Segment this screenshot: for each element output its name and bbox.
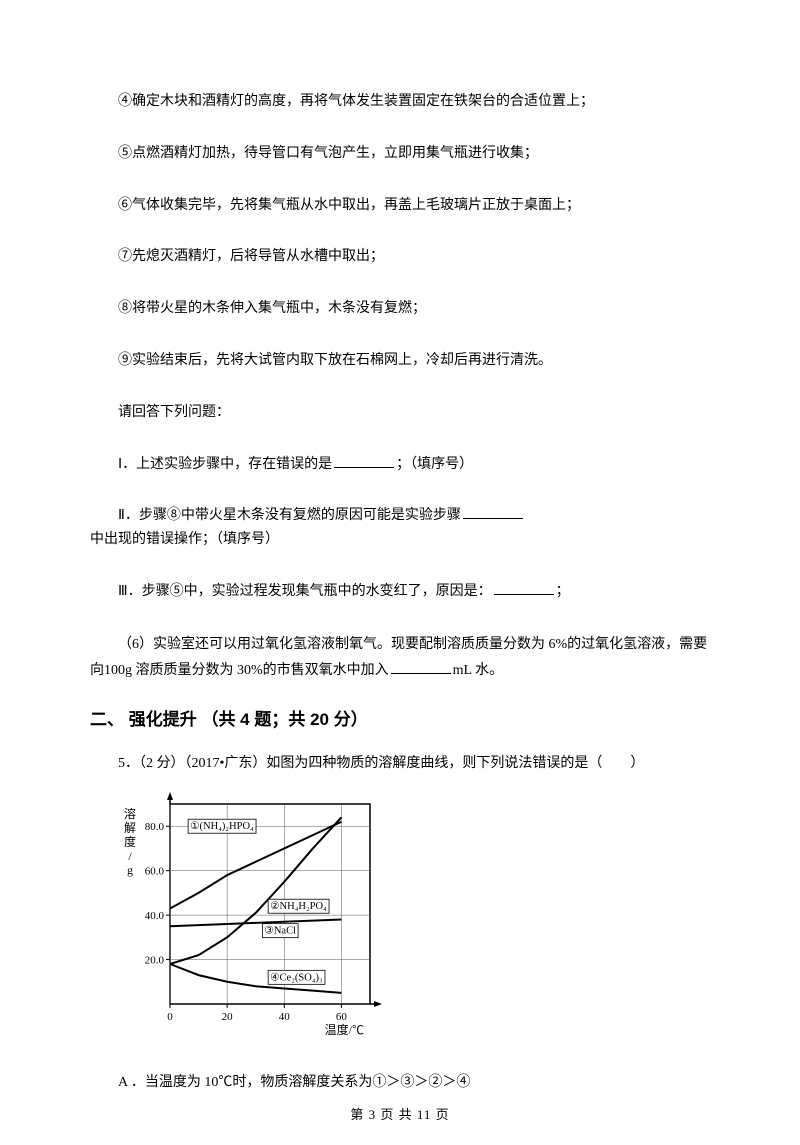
svg-text:g: g: [127, 863, 133, 877]
answer-below-prompt: 请回答下列问题：: [90, 401, 710, 425]
sub-question-1: Ⅰ．上述实验步骤中，存在错误的是 ；（填序号）: [90, 453, 710, 477]
step-5: ⑤点燃酒精灯加热，待导管口有气泡产生，立即用集气瓶进行收集；: [90, 142, 710, 166]
sub-q1-text-a: Ⅰ．上述实验步骤中，存在错误的是: [118, 457, 332, 472]
svg-text:解: 解: [124, 821, 136, 835]
svg-text:20.0: 20.0: [145, 954, 165, 966]
sub-q6-text-b: mL 水。: [453, 663, 503, 678]
sub-q2-text-b: 中出现的错误操作；（填序号）: [90, 532, 279, 547]
sub-q1-text-b: ；（填序号）: [396, 457, 473, 472]
step-7: ⑦先熄灭酒精灯，后将导管从水槽中取出；: [90, 245, 710, 269]
step-9: ⑨实验结束后，先将大试管内取下放在石棉网上，冷却后再进行清洗。: [90, 349, 710, 373]
svg-text:③NaCl: ③NaCl: [264, 924, 296, 936]
sub-question-6: （6）实验室还可以用过氧化氢溶液制氧气。现要配制溶质质量分数为 6%的过氧化氢溶…: [90, 632, 710, 685]
step-6: ⑥气体收集完毕，先将集气瓶从水中取出，再盖上毛玻璃片正放于桌面上；: [90, 194, 710, 218]
svg-text:60: 60: [336, 1011, 348, 1023]
svg-text:溶: 溶: [124, 806, 136, 821]
sub-q3-text-a: Ⅲ．步骤⑤中，实验过程发现集气瓶中的水变红了，原因是：: [118, 584, 492, 599]
blank-input[interactable]: [334, 454, 394, 468]
svg-text:80.0: 80.0: [145, 821, 165, 833]
svg-text:40.0: 40.0: [145, 910, 165, 922]
svg-text:/: /: [128, 849, 132, 863]
svg-text:①(NH₄)₂HPO₄: ①(NH₄)₂HPO₄: [190, 820, 254, 832]
step-4: ④确定木块和酒精灯的高度，再将气体发生装置固定在铁架台的合适位置上；: [90, 90, 710, 114]
svg-text:20: 20: [222, 1011, 234, 1023]
page: ④确定木块和酒精灯的高度，再将气体发生装置固定在铁架台的合适位置上； ⑤点燃酒精…: [0, 0, 800, 1145]
svg-text:②NH₄H₂PO₄: ②NH₄H₂PO₄: [270, 900, 327, 912]
chart-svg: 20.0 40.0 60.0 80.0 0 20 40 60 ①(NH₄)₂HPO₄ ②NH₄H₂…: [118, 790, 388, 1040]
svg-text:度: 度: [124, 834, 136, 849]
svg-text:0: 0: [167, 1011, 173, 1023]
solubility-chart: 20.0 40.0 60.0 80.0 0 20 40 60 ①(NH₄)₂HPO₄ ②NH₄H₂…: [118, 790, 710, 1045]
option-a: A ．当温度为 10℃时，物质溶解度关系为①＞③＞②＞④: [90, 1071, 710, 1095]
sub-q3-text-b: ；: [556, 584, 570, 599]
step-8: ⑧将带火星的木条伸入集气瓶中，木条没有复燃；: [90, 297, 710, 321]
blank-input[interactable]: [463, 505, 523, 519]
sub-q2-text-a: Ⅱ．步骤⑧中带火星木条没有复燃的原因可能是实验步骤: [118, 508, 461, 523]
svg-text:40: 40: [279, 1011, 291, 1023]
blank-input[interactable]: [391, 660, 451, 674]
sub-question-2: Ⅱ．步骤⑧中带火星木条没有复燃的原因可能是实验步骤中出现的错误操作；（填序号）: [90, 504, 710, 552]
blank-input[interactable]: [494, 581, 554, 595]
section-2-title: 二、 强化提升 （共 4 题；共 20 分）: [90, 705, 710, 730]
svg-text:④Ce₂(SO₄)₃: ④Ce₂(SO₄)₃: [270, 971, 323, 983]
svg-text:温度/℃: 温度/℃: [325, 1022, 364, 1037]
svg-text:60.0: 60.0: [145, 865, 165, 877]
page-footer: 第 3 页 共 11 页: [0, 1104, 800, 1123]
sub-question-3: Ⅲ．步骤⑤中，实验过程发现集气瓶中的水变红了，原因是： ；: [90, 580, 710, 604]
question-5-intro: 5．（2 分）（2017•广东）如图为四种物质的溶解度曲线，则下列说法错误的是（…: [90, 752, 710, 776]
